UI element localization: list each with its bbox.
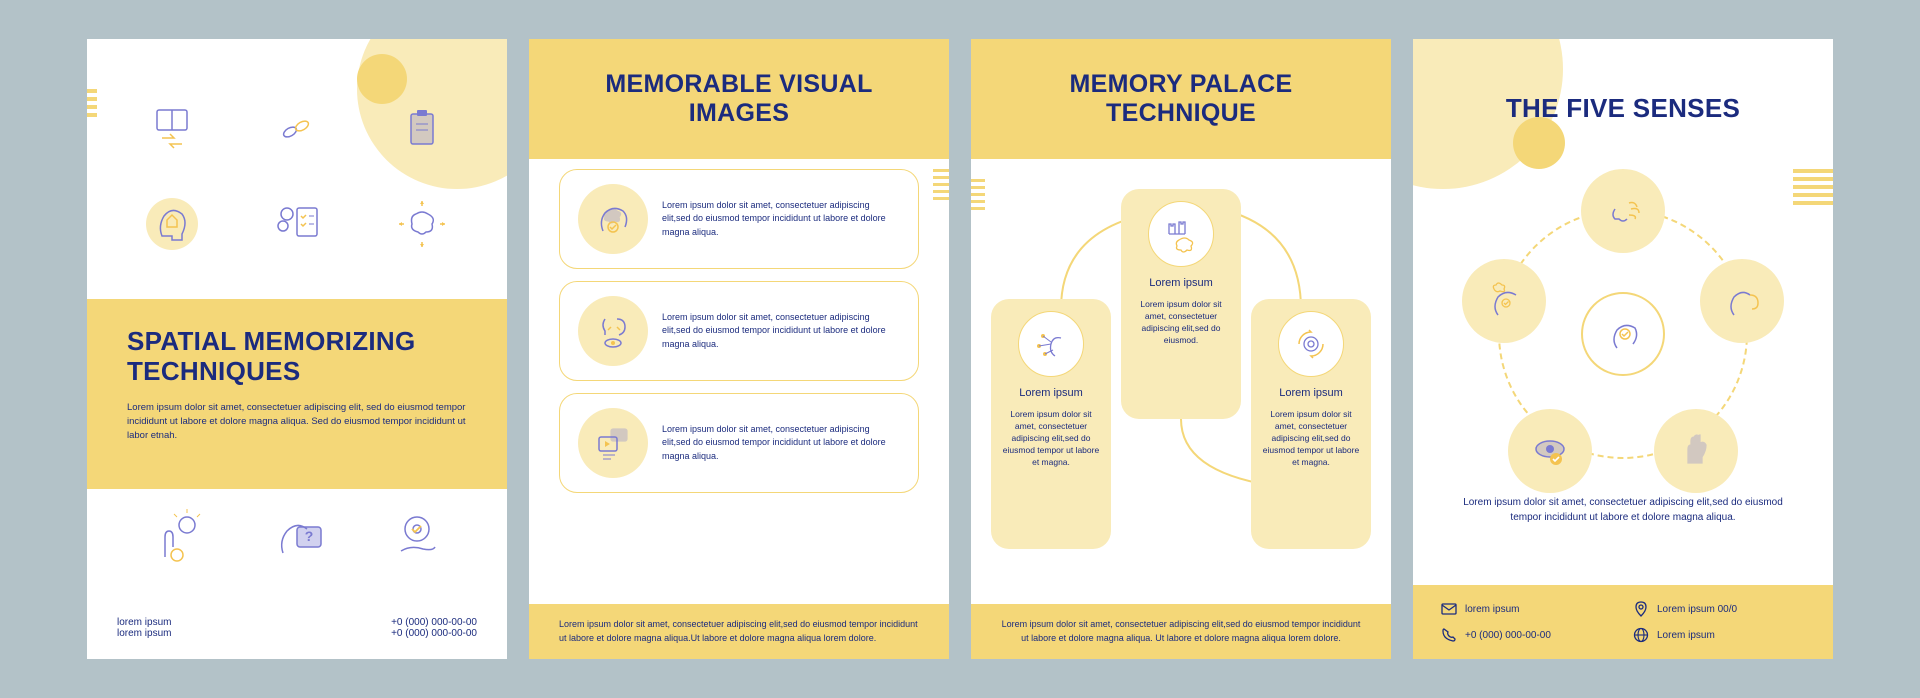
- column-text: Lorem ipsum dolor sit amet, consectetuer…: [1261, 409, 1361, 468]
- column-label: Lorem ipsum: [1019, 387, 1083, 399]
- footer-phone: +0 (000) 000-00-00: [391, 617, 477, 628]
- footer-text: Lorem ipsum dolor sit amet, consectetuer…: [1001, 618, 1361, 645]
- panel-title: SPATIAL MEMORIZING TECHNIQUES: [127, 327, 467, 387]
- head-cloud-icon: [1462, 259, 1546, 343]
- chain-icon: [272, 104, 322, 154]
- column-label: Lorem ipsum: [1149, 277, 1213, 289]
- footer-text: Lorem ipsum dolor sit amet, consectetuer…: [559, 618, 919, 645]
- list-item: Lorem ipsum dolor sit amet, consectetuer…: [559, 393, 919, 493]
- item-text: Lorem ipsum dolor sit amet, consectetuer…: [662, 311, 900, 352]
- nose-ear-eye-icon: [578, 296, 648, 366]
- footer-text: lorem ipsum: [117, 617, 171, 628]
- items-list: Lorem ipsum dolor sit amet, consectetuer…: [529, 159, 949, 493]
- svg-text:?: ?: [305, 528, 314, 544]
- pin-icon: [1633, 601, 1649, 617]
- deco-lines: [1793, 169, 1833, 205]
- item-text: Lorem ipsum dolor sit amet, consectetuer…: [662, 423, 900, 464]
- gear-cycle-icon: [1278, 311, 1344, 377]
- bottom-icons: ?: [117, 507, 477, 567]
- panel-title: MEMORABLE VISUAL IMAGES: [559, 70, 919, 128]
- panel-body: Lorem ipsum dolor sit amet, consectetuer…: [1413, 489, 1833, 525]
- senses-ring: [1468, 179, 1778, 489]
- panel-footer: Lorem ipsum dolor sit amet, consectetuer…: [971, 604, 1391, 659]
- panel-memory-palace: MEMORY PALACE TECHNIQUE Lorem ipsum Lore…: [971, 39, 1391, 659]
- castle-brain-icon: [1148, 201, 1214, 267]
- panel-five-senses: THE FIVE SENSES Lorem ipsum dolor sit am…: [1413, 39, 1833, 659]
- gear-check-hand-icon: [387, 507, 447, 567]
- panel-header: MEMORY PALACE TECHNIQUE: [971, 39, 1391, 159]
- panel-spatial: SPATIAL MEMORIZING TECHNIQUES Lorem ipsu…: [87, 39, 507, 659]
- panel-visual-images: MEMORABLE VISUAL IMAGES Lorem ipsum dolo…: [529, 39, 949, 659]
- column-text: Lorem ipsum dolor sit amet, consectetuer…: [1131, 299, 1231, 347]
- contact-text: +0 (000) 000-00-00: [1465, 630, 1551, 641]
- footer-text: lorem ipsum: [117, 628, 171, 639]
- question-head-icon: ?: [267, 507, 327, 567]
- column-label: Lorem ipsum: [1279, 387, 1343, 399]
- brochure-panels: SPATIAL MEMORIZING TECHNIQUES Lorem ipsu…: [87, 39, 1833, 659]
- contact-web: Lorem ipsum: [1633, 627, 1805, 643]
- book-cycle-icon: [147, 104, 197, 154]
- contact-text: lorem ipsum: [1465, 604, 1519, 615]
- eye-check-icon: [1508, 409, 1592, 493]
- panel-title: MEMORY PALACE TECHNIQUE: [1001, 70, 1361, 128]
- contact-text: Lorem ipsum: [1657, 630, 1715, 641]
- list-item: Lorem ipsum dolor sit amet, consectetuer…: [559, 169, 919, 269]
- columns: Lorem ipsum Lorem ipsum dolor sit amet, …: [971, 159, 1391, 589]
- globe-icon: [1633, 627, 1649, 643]
- icon-grid: [117, 89, 477, 264]
- deco-lines: [933, 169, 949, 200]
- title-block: SPATIAL MEMORIZING TECHNIQUES Lorem ipsu…: [87, 299, 507, 489]
- contact-phone: +0 (000) 000-00-00: [1441, 627, 1613, 643]
- brain-check-icon: [578, 184, 648, 254]
- column-text: Lorem ipsum dolor sit amet, consectetuer…: [1001, 409, 1101, 468]
- column: Lorem ipsum Lorem ipsum dolor sit amet, …: [1251, 299, 1371, 549]
- hand-icon: [1654, 409, 1738, 493]
- panel-header: MEMORABLE VISUAL IMAGES: [529, 39, 949, 159]
- network-head-icon: [1018, 311, 1084, 377]
- head-house-icon: [144, 196, 200, 252]
- head-check-icon: [1581, 292, 1665, 376]
- ear-head-icon: [1700, 259, 1784, 343]
- footer-phone: +0 (000) 000-00-00: [391, 628, 477, 639]
- mail-icon: [1441, 601, 1457, 617]
- column: Lorem ipsum Lorem ipsum dolor sit amet, …: [1121, 189, 1241, 419]
- media-docs-icon: [578, 408, 648, 478]
- contact-footer: lorem ipsum Lorem ipsum 00/0 +0 (000) 00…: [1413, 585, 1833, 659]
- contact-text: Lorem ipsum 00/0: [1657, 604, 1737, 615]
- contact-mail: lorem ipsum: [1441, 601, 1613, 617]
- column: Lorem ipsum Lorem ipsum dolor sit amet, …: [991, 299, 1111, 549]
- contact-pin: Lorem ipsum 00/0: [1633, 601, 1805, 617]
- panel-body: Lorem ipsum dolor sit amet, consectetuer…: [127, 401, 467, 444]
- panel-title: THE FIVE SENSES: [1506, 94, 1740, 124]
- brain-arrows-icon: [394, 196, 450, 252]
- clipboard-icon: [397, 104, 447, 154]
- list-item: Lorem ipsum dolor sit amet, consectetuer…: [559, 281, 919, 381]
- finger-idea-icon: [147, 507, 207, 567]
- phone-icon: [1441, 627, 1457, 643]
- panel-footer: lorem ipsum lorem ipsum +0 (000) 000-00-…: [117, 617, 477, 639]
- panel-footer: Lorem ipsum dolor sit amet, consectetuer…: [529, 604, 949, 659]
- deco-lines: [472, 339, 507, 375]
- panel-header: THE FIVE SENSES: [1413, 39, 1833, 179]
- mouth-icon: [1581, 169, 1665, 253]
- gear-checklist-icon: [269, 196, 325, 252]
- item-text: Lorem ipsum dolor sit amet, consectetuer…: [662, 199, 900, 240]
